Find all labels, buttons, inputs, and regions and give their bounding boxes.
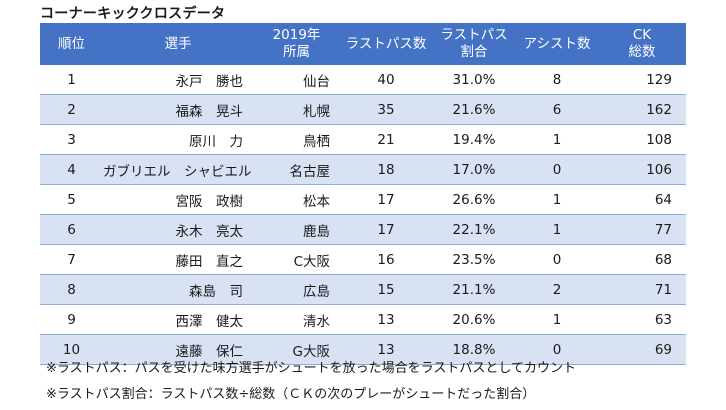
table-row: 5 宮阪 政樹 松本 17 26.6% 1 64 xyxy=(40,184,686,215)
club-cell: G大阪 xyxy=(253,334,340,365)
footnotes: ※ラストパス：パスを受けた味方選手がシュートを放った場合をラストパスとしてカウン… xyxy=(46,356,576,408)
rate-cell: 21.6% xyxy=(432,94,516,125)
assist-cell: 0 xyxy=(516,244,598,275)
table-row: 3 原川 力 鳥栖 21 19.4% 1 108 xyxy=(40,124,686,155)
ck-cell: 64 xyxy=(598,184,686,215)
assist-cell: 1 xyxy=(516,214,598,245)
rate-cell: 21.1% xyxy=(432,274,516,305)
rate-cell: 23.5% xyxy=(432,244,516,275)
header-rank: 順位 xyxy=(40,23,103,65)
player-cell: ガブリエル シャビエル xyxy=(103,154,253,185)
club-cell: 松本 xyxy=(253,184,340,215)
rate-cell: 22.1% xyxy=(432,214,516,245)
last-pass-cell: 17 xyxy=(340,184,432,215)
ck-cell: 71 xyxy=(598,274,686,305)
ck-cell: 108 xyxy=(598,124,686,155)
player-cell: 宮阪 政樹 xyxy=(103,184,253,215)
club-cell: 札幌 xyxy=(253,94,340,125)
rate-cell: 17.0% xyxy=(432,154,516,185)
table-title: コーナーキッククロスデータ xyxy=(40,6,226,22)
assist-cell: 2 xyxy=(516,274,598,305)
player-cell: 藤田 直之 xyxy=(103,244,253,275)
rate-cell: 19.4% xyxy=(432,124,516,155)
last-pass-cell: 18 xyxy=(340,154,432,185)
player-cell: 原川 力 xyxy=(103,124,253,155)
table-row: 8 森島 司 広島 15 21.1% 2 71 xyxy=(40,274,686,305)
assist-cell: 1 xyxy=(516,124,598,155)
table-row: 1 永戸 勝也 仙台 40 31.0% 8 129 xyxy=(40,65,686,95)
ck-cell: 63 xyxy=(598,304,686,335)
header-row: 順位 選手 2019年 所属 ラストパス数 ラストパス 割合 アシスト数 CK 総数 xyxy=(40,23,686,65)
rate-cell: 20.6% xyxy=(432,304,516,335)
header-last-pass: ラストパス数 xyxy=(340,23,432,65)
player-cell: 福森 晃斗 xyxy=(103,94,253,125)
rate-cell: 26.6% xyxy=(432,184,516,215)
table-row: 10 遠藤 保仁 G大阪 13 18.8% 0 69 xyxy=(40,334,686,365)
header-ck: CK 総数 xyxy=(598,23,686,65)
last-pass-cell: 15 xyxy=(340,274,432,305)
rank-cell: 8 xyxy=(40,274,103,305)
club-cell: 仙台 xyxy=(253,65,340,95)
last-pass-cell: 13 xyxy=(340,304,432,335)
footnote-last-pass-rate: ※ラストパス割合：ラストパス数÷総数（ＣＫの次のプレーがシュートだった割合） xyxy=(46,387,536,402)
last-pass-cell: 40 xyxy=(340,65,432,95)
ck-cell: 106 xyxy=(598,154,686,185)
rank-cell: 5 xyxy=(40,184,103,215)
ck-cell: 69 xyxy=(598,334,686,365)
header-player: 選手 xyxy=(103,23,253,65)
header-assist: アシスト数 xyxy=(516,23,598,65)
table-row: 2 福森 晃斗 札幌 35 21.6% 6 162 xyxy=(40,94,686,125)
assist-cell: 8 xyxy=(516,65,598,95)
header-rate: ラストパス 割合 xyxy=(432,23,516,65)
player-cell: 永木 亮太 xyxy=(103,214,253,245)
rank-cell: 4 xyxy=(40,154,103,185)
rank-cell: 3 xyxy=(40,124,103,155)
club-cell: 鹿島 xyxy=(253,214,340,245)
player-cell: 森島 司 xyxy=(103,274,253,305)
last-pass-cell: 13 xyxy=(340,334,432,365)
rank-cell: 1 xyxy=(40,65,103,95)
player-cell: 西澤 健太 xyxy=(103,304,253,335)
club-cell: 清水 xyxy=(253,304,340,335)
rank-cell: 10 xyxy=(40,334,103,365)
table-row: 7 藤田 直之 C大阪 16 23.5% 0 68 xyxy=(40,244,686,275)
rank-cell: 6 xyxy=(40,214,103,245)
rate-cell: 31.0% xyxy=(432,65,516,95)
assist-cell: 1 xyxy=(516,184,598,215)
rate-cell: 18.8% xyxy=(432,334,516,365)
header-club: 2019年 所属 xyxy=(253,23,340,65)
rank-cell: 7 xyxy=(40,244,103,275)
club-cell: C大阪 xyxy=(253,244,340,275)
last-pass-cell: 21 xyxy=(340,124,432,155)
assist-cell: 0 xyxy=(516,154,598,185)
club-cell: 広島 xyxy=(253,274,340,305)
player-cell: 永戸 勝也 xyxy=(103,65,253,95)
table-row: 6 永木 亮太 鹿島 17 22.1% 1 77 xyxy=(40,214,686,245)
ck-cell: 68 xyxy=(598,244,686,275)
last-pass-cell: 16 xyxy=(340,244,432,275)
assist-cell: 1 xyxy=(516,304,598,335)
club-cell: 鳥栖 xyxy=(253,124,340,155)
last-pass-cell: 35 xyxy=(340,94,432,125)
club-cell: 名古屋 xyxy=(253,154,340,185)
player-cell: 遠藤 保仁 xyxy=(103,334,253,365)
ck-cell: 162 xyxy=(598,94,686,125)
rank-cell: 2 xyxy=(40,94,103,125)
last-pass-cell: 17 xyxy=(340,214,432,245)
corner-kick-cross-table: 順位 選手 2019年 所属 ラストパス数 ラストパス 割合 アシスト数 CK 総数 … xyxy=(40,23,686,365)
table-row: 9 西澤 健太 清水 13 20.6% 1 63 xyxy=(40,304,686,335)
table-row: 4 ガブリエル シャビエル 名古屋 18 17.0% 0 106 xyxy=(40,154,686,185)
footnote-last-pass: ※ラストパス：パスを受けた味方選手がシュートを放った場合をラストパスとしてカウン… xyxy=(46,361,576,376)
ck-cell: 77 xyxy=(598,214,686,245)
assist-cell: 0 xyxy=(516,334,598,365)
ck-cell: 129 xyxy=(598,65,686,95)
rank-cell: 9 xyxy=(40,304,103,335)
assist-cell: 6 xyxy=(516,94,598,125)
